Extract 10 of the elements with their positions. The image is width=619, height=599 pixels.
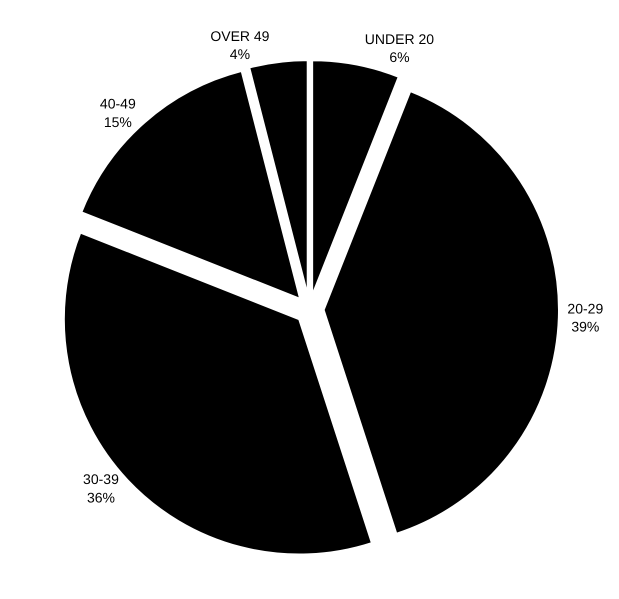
data-label: 36% [86, 489, 115, 506]
data-label: 6% [389, 49, 410, 66]
data-label: 39% [571, 318, 600, 334]
slice-label: 30-39 [83, 471, 120, 488]
slice-label: 40-49 [100, 96, 136, 112]
data-label: 15% [104, 114, 132, 130]
slice-label: 20-29 [567, 300, 604, 316]
slice-label: OVER 49 [210, 28, 270, 44]
data-label: 4% [230, 46, 250, 62]
slice-label: UNDER 20 [364, 30, 434, 47]
